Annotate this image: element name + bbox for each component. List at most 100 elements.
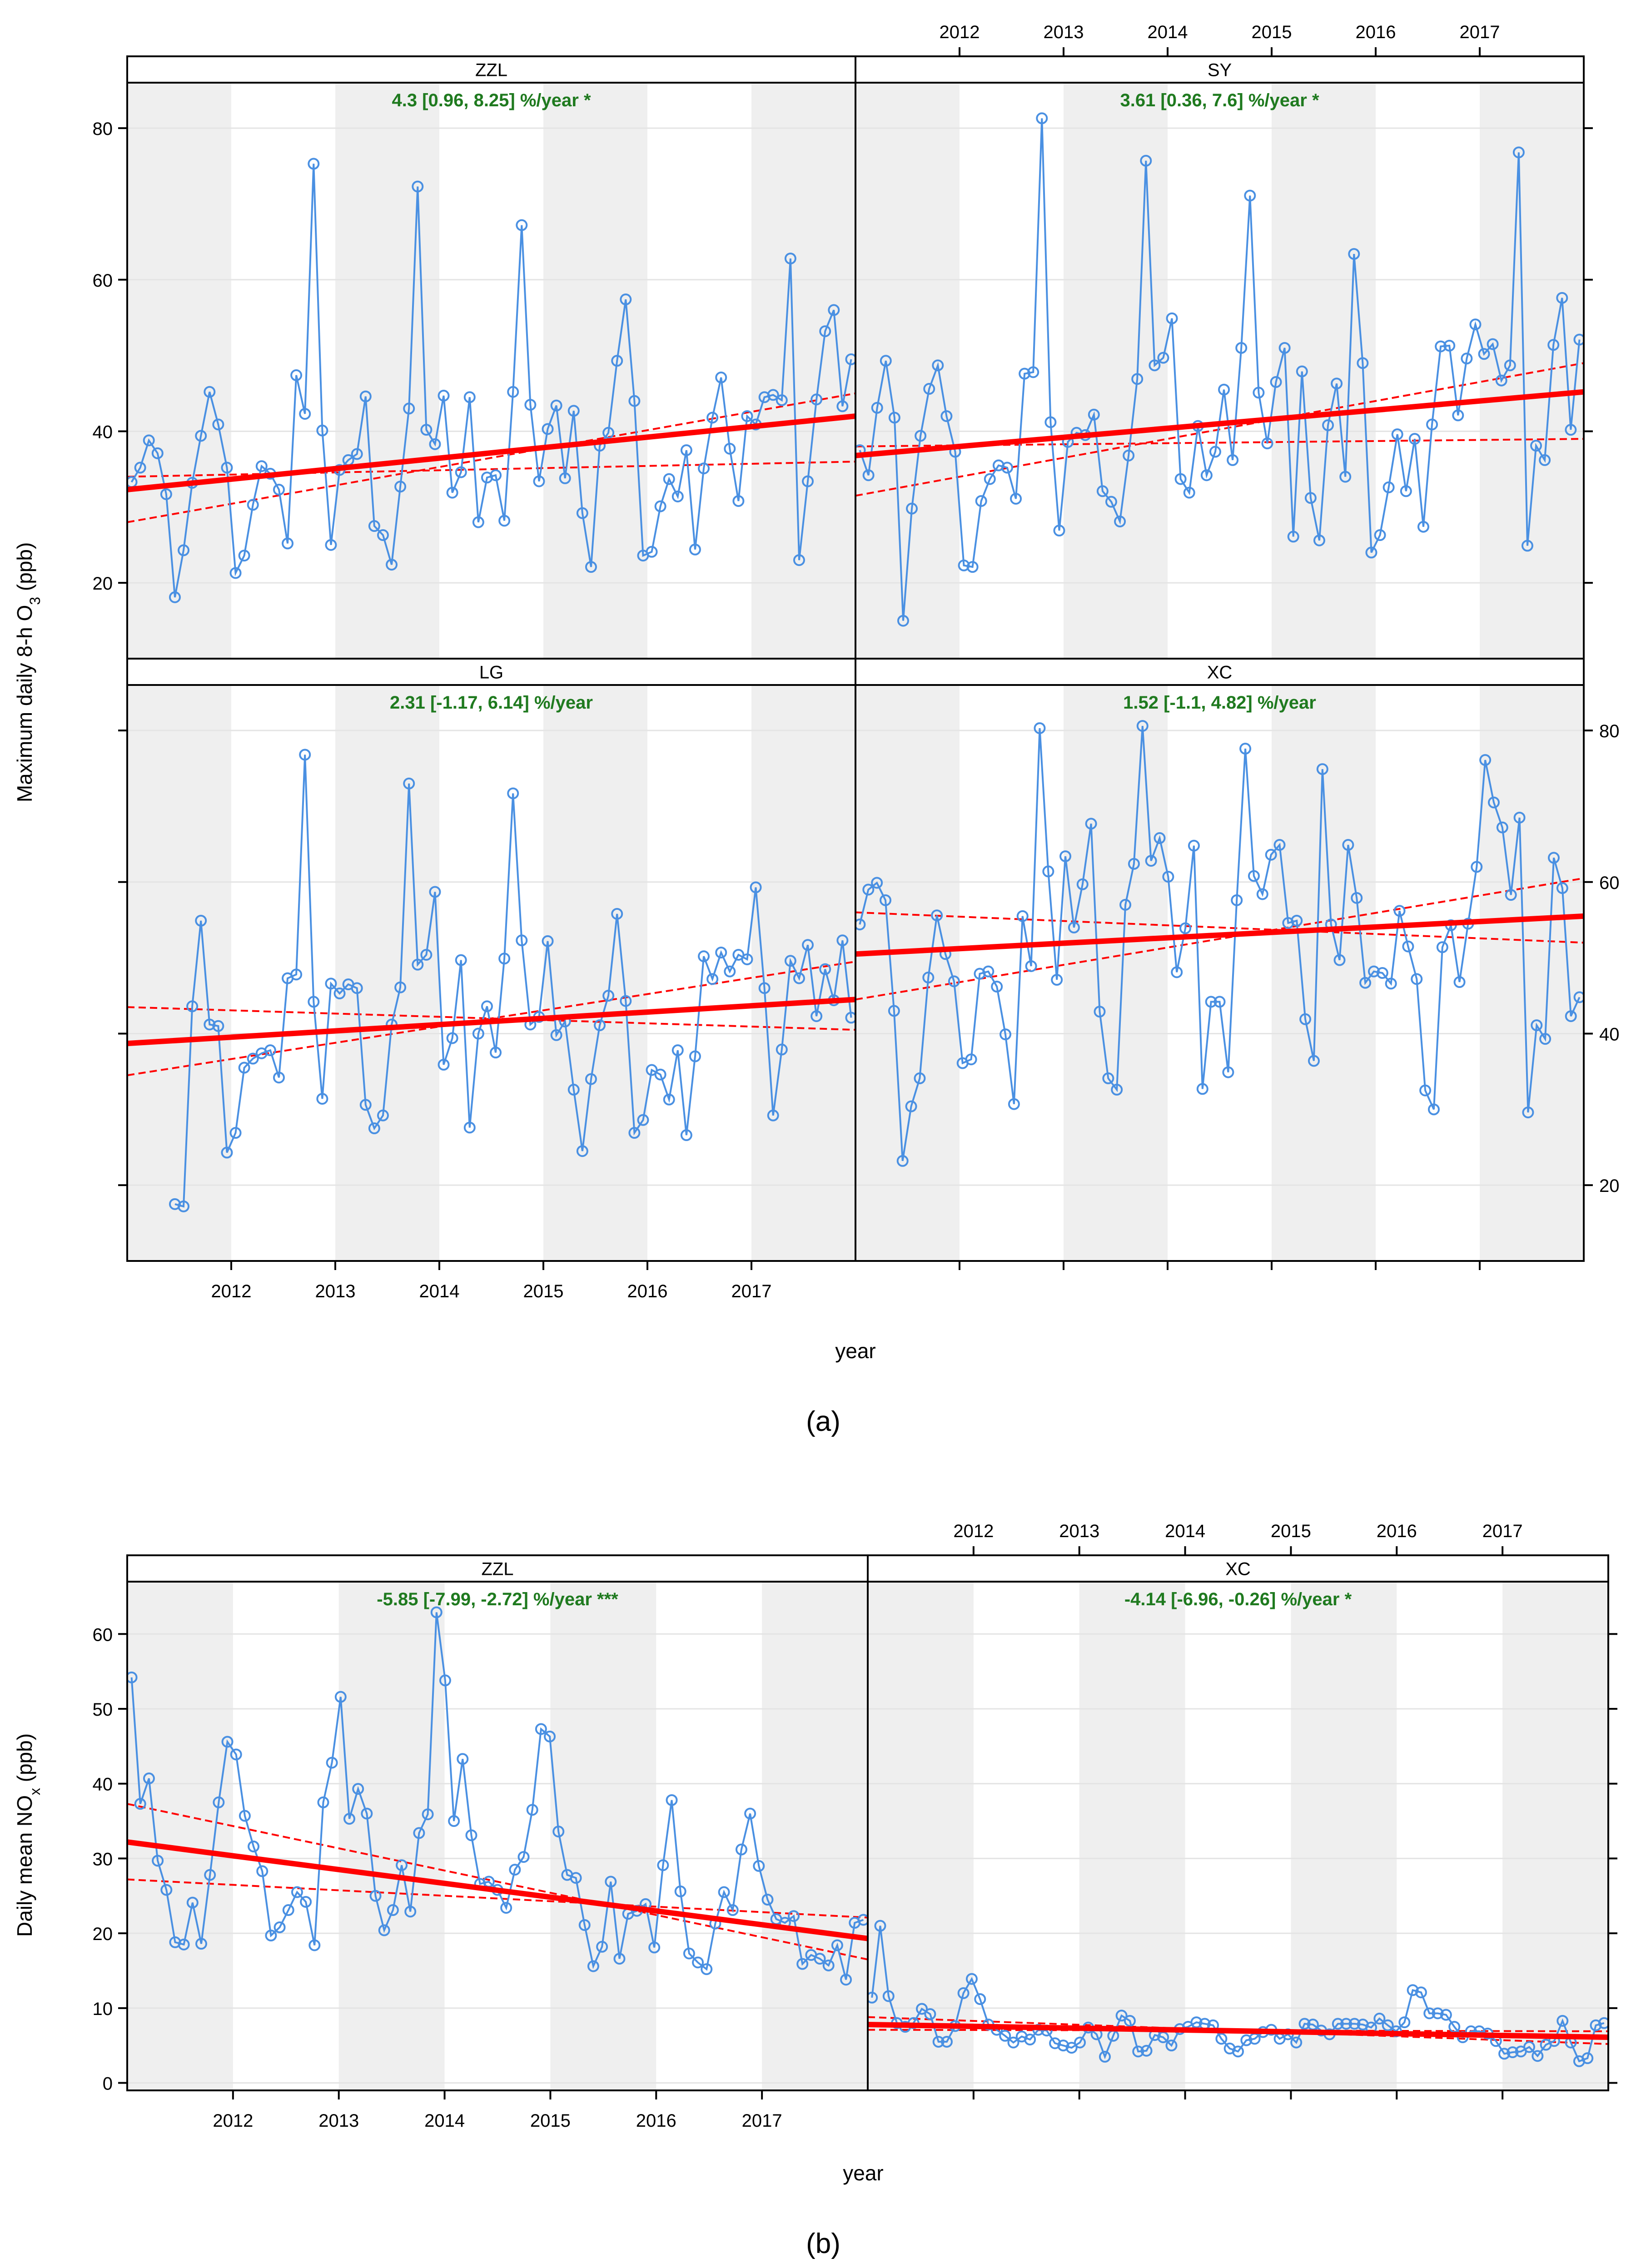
data-point [836,400,849,412]
data-point [991,981,1003,993]
data-point [1042,865,1054,878]
data-point [1076,878,1089,890]
data-point [516,219,528,231]
panel-strip-label: LG [479,663,503,683]
data-point [282,537,294,550]
data-point [299,749,311,761]
data-point [413,1827,425,1839]
x-tick-label: 2015 [530,2111,571,2131]
shaded-year-band [1502,1582,1608,2090]
trend-line [127,413,855,492]
data-point [1374,529,1386,541]
shaded-year-band [338,1582,445,2090]
data-point [788,1910,800,1922]
data-point [1382,2019,1394,2031]
data-point [1231,894,1243,906]
data-point [264,1044,276,1057]
data-point [796,1958,809,1970]
data-point [1598,2017,1608,2029]
x-tick-label: 2014 [419,1281,460,1301]
data-point [1368,965,1380,978]
data-point [273,483,285,496]
y-tick-label: 60 [1599,873,1620,893]
data-point [1010,492,1022,505]
shaded-year-band [543,685,647,1261]
x-tick-label: 2016 [1377,1521,1417,1541]
data-point [204,386,216,398]
data-point [1359,977,1372,989]
panel-strip-label: XC [1207,663,1233,683]
trend-ci-upper [855,911,1584,944]
data-point [542,423,554,435]
data-point [1096,485,1109,497]
data-point [239,1810,251,1822]
data-point [758,982,771,994]
data-point [255,460,268,472]
data-point [880,894,892,906]
trend-annotation: 4.3 [0.96, 8.25] %/year * [392,90,591,110]
y-axis-title-main: Daily mean NO [13,1795,36,1937]
data-point [265,1930,277,1942]
trend-ci-upper [855,438,1584,447]
data-point [1025,960,1037,972]
data-point [1333,954,1346,966]
data-point [831,1939,843,1951]
data-point [1298,2018,1311,2030]
data-point [1322,419,1334,432]
panel-b-zzl: ZZL -5.85 [-7.99, -2.72] %/year *** 0 10 20 3… [93,1554,869,2131]
data-point [761,1894,774,1906]
trend-annotation: 1.52 [-1.1, 4.82] %/year [1123,693,1316,713]
data-point [507,787,519,799]
data-point [1448,2021,1461,2033]
data-point [1556,882,1568,894]
data-point [819,325,831,337]
data-point [620,995,632,1007]
shaded-year-band [1064,685,1168,1261]
data-point [715,946,727,958]
data-point [888,412,900,424]
data-point [1408,433,1421,445]
data-point [465,1829,477,1841]
panel-a-lg: LG 2.31 [-1.17, 6.14] %/year 2012 2013 2014 2… [118,658,856,1301]
data-point [855,918,866,931]
data-point [1124,2015,1136,2027]
data-point [1504,359,1516,372]
data-point [186,1000,199,1012]
data-point [316,424,328,437]
data-point [229,1127,242,1139]
data-point [1417,521,1429,533]
data-point [351,982,363,994]
data-point [1340,2018,1353,2030]
data-point [585,561,597,573]
y-axis-title-main: Maximum daily 8-h O [13,605,36,803]
data-point [230,1748,242,1761]
data-point [352,1783,364,1795]
panel-strip [855,55,1585,84]
data-point [1256,888,1268,900]
data-point [438,1058,450,1071]
data-point [1119,898,1132,911]
data-point [698,950,710,963]
data-point [552,1826,565,1838]
data-point [663,1093,675,1106]
data-point [1513,811,1526,824]
data-point [767,1109,779,1122]
data-point [578,1919,591,1931]
data-point [931,909,943,922]
data-point [1290,2036,1303,2049]
data-point [490,1047,502,1059]
data-point [195,1938,207,1950]
panel-strip-label: SY [1208,60,1232,80]
data-point [906,502,918,515]
data-point [932,359,944,372]
shaded-year-band [1272,83,1376,659]
data-point [455,466,467,478]
data-point [637,1114,649,1126]
x-tick-label: 2017 [1482,1521,1523,1541]
data-point [882,1990,895,2002]
data-point [1556,2015,1569,2027]
data-point [602,990,615,1002]
y-tick-label: 20 [1599,1176,1620,1196]
y-tick-label: 60 [93,1625,113,1645]
data-point [377,1109,389,1122]
